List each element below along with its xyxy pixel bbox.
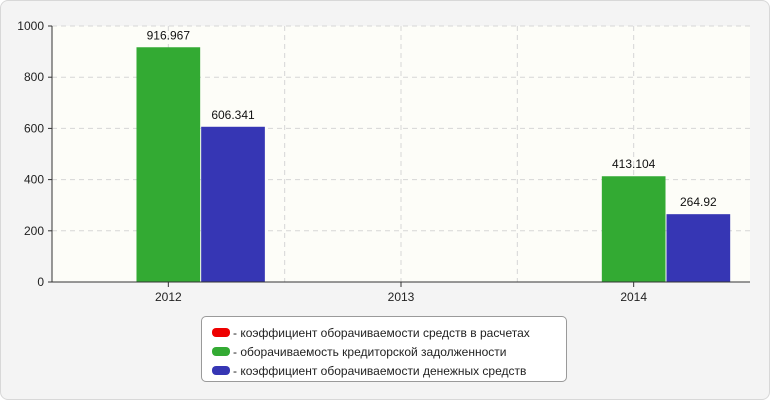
data-label: 413.104	[612, 157, 656, 171]
legend-item: - коэффициент оборачиваемости денежных с…	[212, 361, 566, 380]
legend-item: - оборачиваемость кредиторской задолженн…	[212, 342, 566, 361]
y-tick-label: 400	[24, 173, 44, 187]
x-tick-label: 2014	[620, 290, 647, 304]
bar	[201, 126, 265, 282]
y-tick-label: 600	[24, 121, 44, 135]
x-tick-label: 2013	[388, 290, 415, 304]
y-tick-label: 1000	[17, 19, 44, 33]
y-tick-label: 0	[37, 275, 44, 289]
bar	[666, 214, 731, 282]
legend-swatch	[212, 328, 230, 337]
data-label: 916.967	[147, 28, 191, 42]
bar	[601, 176, 666, 282]
data-label: 606.341	[211, 108, 255, 122]
labels: 0 200 400 600 800 1000 2012 916.967 606.341 2013 2…	[17, 19, 717, 304]
axes	[48, 25, 750, 287]
legend: - коэффициент оборачиваемости средств в …	[201, 316, 567, 382]
legend-label: - коэффициент оборачиваемости средств в …	[233, 325, 530, 340]
legend-label: - коэффициент оборачиваемости денежных с…	[233, 363, 527, 378]
legend-item: - коэффициент оборачиваемости средств в …	[212, 323, 566, 342]
data-label: 264.92	[680, 195, 717, 209]
y-tick-label: 200	[24, 224, 44, 238]
y-tick-label: 800	[24, 70, 44, 84]
x-tick-label: 2012	[155, 290, 182, 304]
bars	[136, 47, 731, 283]
legend-swatch	[212, 366, 230, 375]
bar	[136, 47, 201, 283]
legend-swatch	[212, 347, 230, 356]
legend-label: - оборачиваемость кредиторской задолженн…	[233, 344, 507, 359]
